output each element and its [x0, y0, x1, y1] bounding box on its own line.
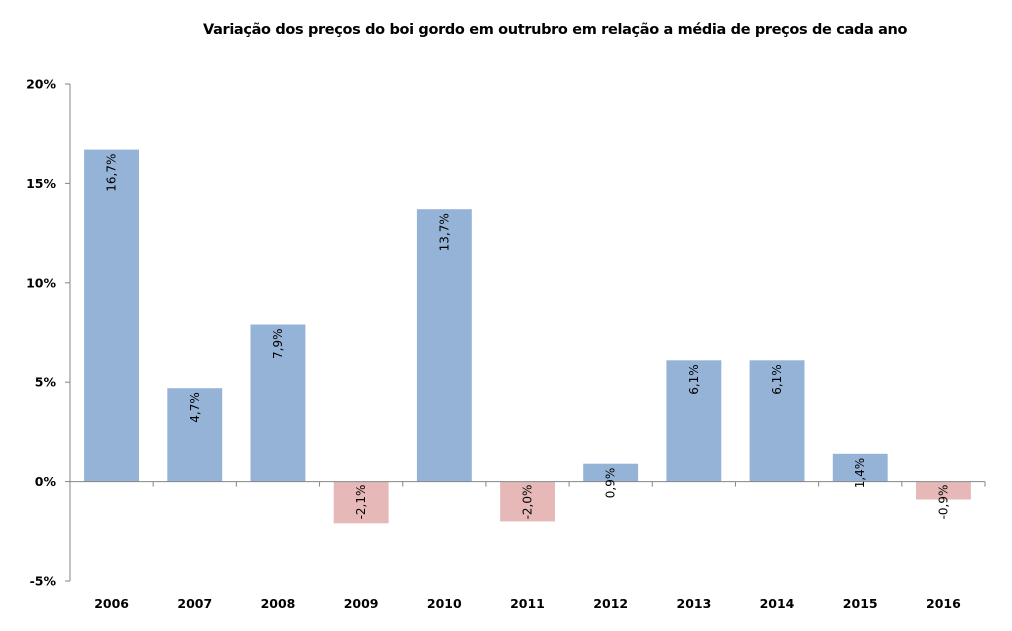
data-label: 6,1%	[770, 364, 784, 395]
x-tick-label: 2015	[843, 596, 878, 611]
data-label: 6,1%	[687, 364, 701, 395]
axes-group	[65, 83, 986, 582]
x-tick-label: 2011	[510, 596, 545, 611]
labels-group: 16,7% 2006 4,7% 2007 7,9% 2008 -2,1% 2009 13,7% 2…	[26, 77, 961, 612]
y-tick-label: 20%	[26, 77, 56, 92]
bar-2011	[500, 481, 555, 522]
bar-2010	[416, 209, 472, 482]
x-tick-label: 2009	[344, 596, 379, 611]
bar-2007	[167, 388, 223, 482]
bar-2009	[333, 481, 389, 524]
y-tick-label: 15%	[26, 176, 56, 191]
x-tick-label: 2012	[593, 596, 628, 611]
data-label: -0,9%	[936, 485, 950, 520]
bar-2008	[250, 324, 306, 482]
y-tick-label: 10%	[26, 275, 56, 290]
x-tick-label: 2016	[926, 596, 961, 611]
data-label: 13,7%	[437, 213, 451, 251]
data-label: 0,9%	[604, 468, 618, 499]
bars-group	[84, 149, 971, 524]
bar-2006	[84, 149, 139, 482]
data-label: 16,7%	[105, 154, 119, 192]
data-label: -2,0%	[521, 485, 535, 520]
y-tick-label: 0%	[35, 474, 57, 489]
data-label: 4,7%	[188, 392, 202, 423]
bar-2013	[666, 360, 722, 482]
data-label: 1,4%	[853, 458, 867, 489]
bar-2012	[583, 463, 639, 482]
chart-title: Variação dos preços do boi gordo em outr…	[203, 22, 908, 38]
bar-2016	[916, 481, 971, 500]
y-tick-label: -5%	[30, 574, 57, 589]
y-tick-label: 5%	[35, 375, 57, 390]
bar-2015	[832, 453, 888, 482]
x-tick-label: 2010	[427, 596, 462, 611]
data-label: -2,1%	[354, 485, 368, 520]
data-label: 7,9%	[271, 329, 285, 360]
x-tick-label: 2014	[760, 596, 795, 611]
x-tick-label: 2007	[177, 596, 212, 611]
x-tick-label: 2006	[94, 596, 129, 611]
x-tick-label: 2013	[677, 596, 712, 611]
x-tick-label: 2008	[261, 596, 296, 611]
bar-2014	[749, 360, 805, 482]
